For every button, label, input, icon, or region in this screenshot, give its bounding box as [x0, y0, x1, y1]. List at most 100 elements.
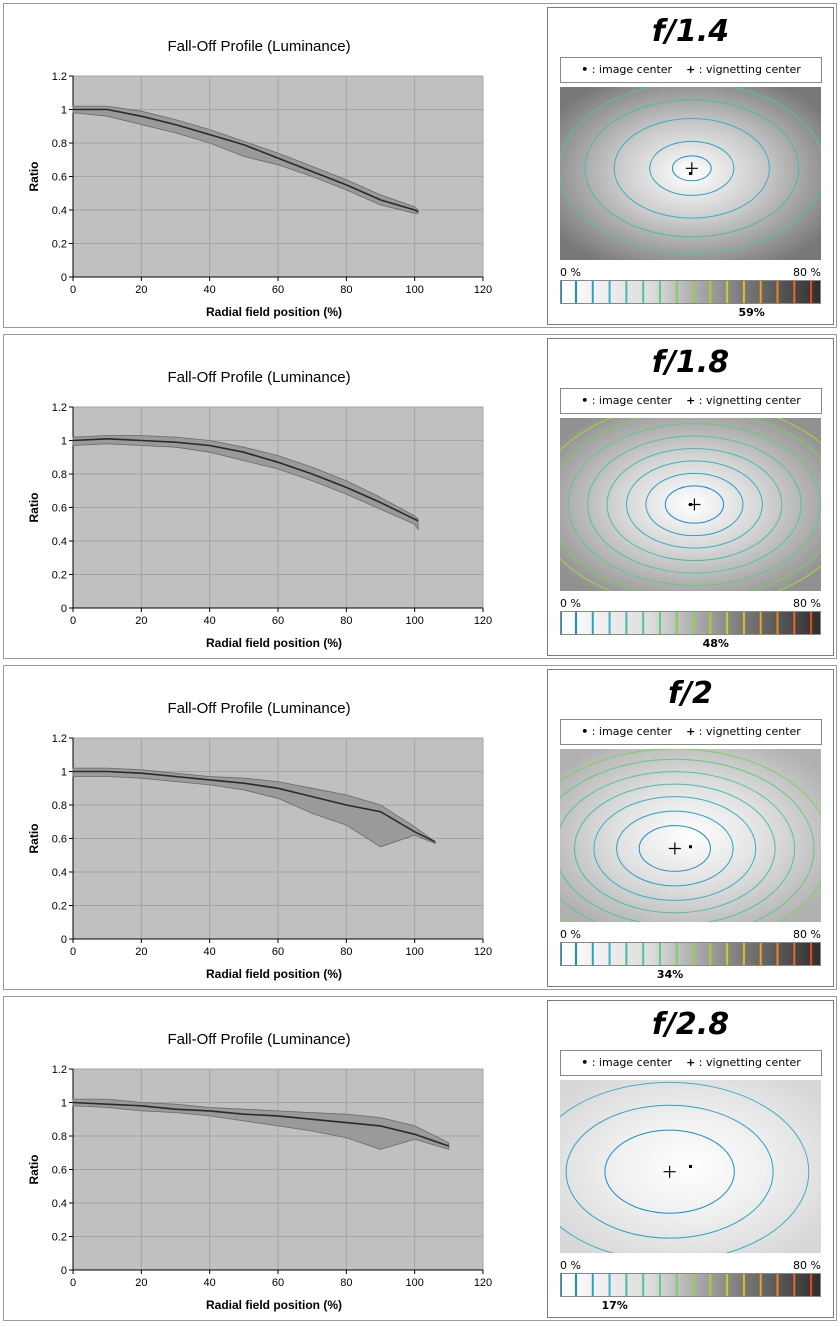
x-tick-label: 100	[405, 946, 423, 958]
y-tick-label: 0.2	[52, 901, 67, 913]
scale-gradient	[560, 611, 821, 635]
x-tick-label: 120	[474, 284, 492, 296]
x-tick-label: 40	[204, 1277, 216, 1289]
image-center-label: : image center	[591, 725, 673, 738]
chart-title: Fall-Off Profile (Luminance)	[167, 38, 350, 55]
fall-off-panel: Fall-Off Profile (Luminance) 0 20 40 60 80 100…	[3, 996, 837, 1321]
image-center-dot-icon: •	[581, 63, 589, 76]
y-tick-label: 0	[61, 1265, 67, 1277]
vignetting-map	[560, 418, 821, 591]
iso-contour	[584, 99, 800, 238]
vignetting-center-label: : vignetting center	[698, 1056, 801, 1069]
scale-min-label: 0 %	[560, 1259, 581, 1272]
chart-title: Fall-Off Profile (Luminance)	[167, 1031, 350, 1048]
vignetting-value: 17%	[601, 1299, 628, 1312]
fall-off-chart: Fall-Off Profile (Luminance)0 20 40 60 80 100…	[27, 1031, 492, 1312]
x-tick-label: 0	[70, 1277, 76, 1289]
scale-max-label: 80 %	[793, 597, 821, 610]
vignetting-box: f/2.8 • : image center + : vignetting cen…	[547, 1000, 834, 1318]
vignetting-center-label: : vignetting center	[698, 725, 801, 738]
y-tick-label: 1	[61, 436, 67, 448]
iso-contour	[565, 1104, 774, 1239]
falloff-gradient	[560, 749, 821, 922]
y-tick-label: 0.8	[52, 138, 67, 150]
vignetting-box: f/1.8 • : image center + : vignetting cen…	[547, 338, 834, 656]
x-tick-label: 0	[70, 946, 76, 958]
series-line	[73, 108, 419, 213]
vignetting-scale	[560, 942, 821, 966]
x-tick-label: 20	[135, 284, 147, 296]
x-tick-label: 0	[70, 615, 76, 627]
y-tick-label: 0.2	[52, 570, 67, 582]
x-tick-label: 60	[272, 615, 284, 627]
iso-contour	[649, 140, 735, 196]
iso-contour	[587, 435, 802, 574]
vignetting-center-plus-icon: +	[686, 1056, 696, 1069]
x-tick-label: 100	[405, 284, 423, 296]
iso-contour	[560, 87, 821, 254]
fall-off-chart: Fall-Off Profile (Luminance)0 20 40 60 80 100…	[27, 38, 492, 319]
iso-contour	[638, 825, 711, 872]
iso-contour	[645, 472, 744, 537]
variation-band	[72, 105, 419, 214]
scale-gradient	[560, 942, 821, 966]
y-tick-label: 0	[61, 934, 67, 946]
y-tick-label: 0.8	[52, 1131, 67, 1143]
x-tick-label: 80	[340, 615, 352, 627]
y-tick-label: 1	[61, 767, 67, 779]
y-tick-label: 0.4	[52, 205, 67, 217]
vignetting-center-plus-icon: +	[686, 394, 696, 407]
scale-gradient	[560, 1273, 821, 1297]
iso-contour	[671, 155, 712, 182]
y-tick-label: 0.2	[52, 1232, 67, 1244]
y-axis-label: Ratio	[27, 1155, 41, 1185]
image-center-dot-icon: •	[581, 394, 589, 407]
vignetting-center-plus-icon: +	[686, 725, 696, 738]
scale-max-label: 80 %	[793, 1259, 821, 1272]
y-tick-label: 1.2	[52, 733, 67, 745]
series-line	[73, 770, 436, 843]
y-tick-label: 0.6	[52, 834, 67, 846]
iso-contour	[593, 796, 757, 901]
vignetting-value: 34%	[656, 968, 684, 981]
vignetting-box: f/1.4 • : image center + : vignetting cen…	[547, 7, 834, 325]
vignetting-center-marker	[685, 162, 698, 175]
scale-border	[560, 942, 821, 966]
center-legend: • : image center + : vignetting center	[560, 719, 822, 745]
y-tick-label: 0.4	[52, 536, 67, 548]
y-tick-label: 0	[61, 272, 67, 284]
y-tick-label: 1	[61, 105, 67, 117]
vignetting-center-marker	[688, 498, 701, 511]
y-tick-label: 1.2	[52, 1064, 67, 1076]
variation-band	[72, 435, 419, 531]
y-tick-label: 0.6	[52, 503, 67, 515]
aperture-label: f/1.8	[651, 345, 730, 380]
chart-title: Fall-Off Profile (Luminance)	[167, 369, 350, 386]
x-tick-label: 60	[272, 1277, 284, 1289]
x-tick-label: 0	[70, 284, 76, 296]
vignetting-value: 59%	[738, 306, 765, 319]
x-tick-label: 40	[204, 284, 216, 296]
fall-off-panel: Fall-Off Profile (Luminance) 0 20 40 60 80 100…	[3, 3, 837, 328]
iso-contour	[616, 810, 734, 887]
image-center-label: : image center	[591, 1056, 673, 1069]
x-tick-label: 120	[474, 946, 492, 958]
x-tick-label: 100	[405, 615, 423, 627]
iso-contour	[560, 1081, 810, 1253]
scale-min-label: 0 %	[560, 266, 581, 279]
x-tick-label: 20	[135, 1277, 147, 1289]
y-tick-label: 0.4	[52, 1198, 67, 1210]
x-tick-label: 20	[135, 946, 147, 958]
scale-min-label: 0 %	[560, 928, 581, 941]
x-axis-label: Radial field position (%)	[206, 636, 342, 650]
x-tick-label: 60	[272, 284, 284, 296]
vignetting-scale	[560, 1273, 821, 1297]
y-tick-label: 0.6	[52, 172, 67, 184]
y-tick-label: 1	[61, 1098, 67, 1110]
vignetting-center-label: : vignetting center	[698, 394, 801, 407]
image-center-dot-icon: •	[581, 725, 589, 738]
series-line	[72, 1101, 450, 1147]
iso-contour	[625, 460, 763, 549]
center-legend: • : image center + : vignetting center	[560, 388, 822, 414]
aperture-label: f/2.8	[651, 1007, 730, 1042]
